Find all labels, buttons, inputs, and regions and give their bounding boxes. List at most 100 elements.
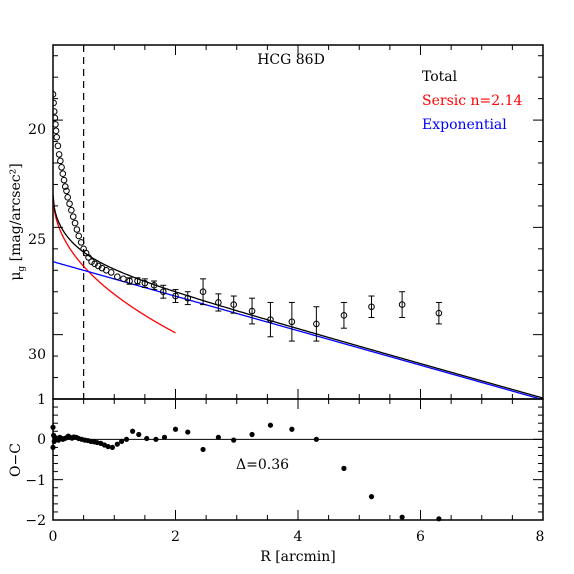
profile-data-point <box>150 281 158 289</box>
y-axis-label-subscript: g <box>17 266 27 272</box>
xtick-label-0: 0 <box>49 529 58 545</box>
ytick-label-25: 25 <box>28 232 46 248</box>
residual-data-point <box>130 428 136 434</box>
residual-data-point <box>231 437 237 443</box>
residual-data-point <box>368 494 375 500</box>
profile-data-point <box>73 226 81 233</box>
residual-data-point <box>109 444 116 450</box>
total-curve <box>53 194 543 399</box>
xtick-label-8: 8 <box>536 529 545 545</box>
profile-data-point <box>69 213 77 220</box>
residual-ticks <box>52 398 544 521</box>
profile-data-point <box>368 303 375 311</box>
ytick-label-20: 20 <box>28 122 46 138</box>
profile-ticks <box>52 45 544 400</box>
profile-data-point <box>53 108 58 115</box>
legend-entry-sersic: Sersic n=2.14 <box>422 93 523 109</box>
profile-data-point <box>57 157 64 165</box>
residual-data-point <box>249 431 255 438</box>
profile-data-point <box>71 219 79 227</box>
residual-data-point <box>215 434 221 440</box>
profile-data-point <box>172 292 179 300</box>
legend-entry-exponential: Exponential <box>422 117 507 133</box>
profile-data-point <box>340 312 348 319</box>
residual-data-point <box>172 426 179 432</box>
profile-panel: HCG 86D Total Sersic n=2.14 Exponential … <box>8 44 544 400</box>
profile-data-point <box>141 279 149 287</box>
profile-data-point <box>114 273 121 281</box>
profile-data-point <box>85 254 92 261</box>
profile-data-point <box>63 187 70 195</box>
profile-data-point <box>75 232 83 240</box>
profile-data-point <box>59 170 67 178</box>
profile-data-point <box>53 91 57 98</box>
xtick-label-6: 6 <box>416 529 425 545</box>
profile-data-point <box>199 288 207 296</box>
residual-data-point <box>153 436 159 442</box>
profile-data-point <box>77 239 85 246</box>
residual-plot-area <box>50 422 543 522</box>
svg-text:μg [mag/arcsec²]: μg [mag/arcsec²] <box>8 163 27 280</box>
profile-data-point <box>60 176 68 184</box>
residual-data-point <box>267 422 274 428</box>
profile-data-point <box>91 260 98 268</box>
residual-ytick-label-0: 0 <box>37 432 46 448</box>
legend-entry-total: Total <box>422 69 458 85</box>
residual-data-point <box>136 431 142 438</box>
profile-plot-area <box>53 45 543 399</box>
residual-annotation: Δ=0.36 <box>236 457 289 473</box>
residual-data-point <box>313 436 319 442</box>
y-axis-label-symbol: μ <box>8 272 24 281</box>
profile-data-point <box>95 262 102 270</box>
residual-data-point <box>399 514 405 520</box>
profile-data-point <box>126 277 133 285</box>
profile-data-point <box>55 151 63 158</box>
profile-data-point <box>68 206 75 214</box>
profile-data-point <box>184 294 192 302</box>
exponential-curve <box>53 261 543 399</box>
residual-data-point <box>144 435 150 442</box>
ytick-label-30: 30 <box>28 347 46 363</box>
profile-data-point <box>61 183 69 190</box>
residual-y-axis-label: O−C <box>8 443 24 477</box>
chart-title: HCG 86D <box>257 52 325 68</box>
profile-data-point <box>398 301 406 308</box>
sersic-curve <box>53 196 176 334</box>
residual-data-point <box>436 516 442 522</box>
profile-data-point <box>215 299 222 306</box>
residual-panel: Δ=0.36 1 0 −1 −2 0 2 4 6 8 R [arcmin] O−… <box>8 392 544 565</box>
y-axis-label: μg [mag/arcsec²] <box>8 163 27 280</box>
residual-data-point <box>185 429 191 435</box>
residual-ytick-label-minus1: −1 <box>25 473 46 489</box>
xtick-label-2: 2 <box>171 529 180 545</box>
residual-data-point <box>114 441 120 447</box>
residual-panel-frame <box>52 398 544 521</box>
y-axis-label-unit: [mag/arcsec²] <box>8 163 24 261</box>
profile-data-point <box>58 163 65 171</box>
residual-ytick-label-1: 1 <box>37 392 46 408</box>
residual-data-point <box>341 465 347 471</box>
xtick-label-4: 4 <box>294 529 303 545</box>
profile-data-point <box>159 288 167 296</box>
profile-data-point <box>435 309 443 317</box>
profile-data-point <box>248 307 256 315</box>
profile-data-point <box>107 269 115 276</box>
residual-data-point <box>123 436 130 442</box>
profile-data-point <box>267 316 274 323</box>
residual-data-point <box>105 443 111 450</box>
residual-data-point <box>119 438 125 444</box>
residual-data-point <box>200 446 206 453</box>
profile-data-point <box>64 194 71 201</box>
profile-data-point <box>66 200 73 208</box>
profile-data-point <box>53 133 60 141</box>
residual-ytick-label-minus2: −2 <box>25 513 46 529</box>
profile-data-point <box>53 121 59 128</box>
profile-data-point <box>313 320 320 328</box>
profile-data-point <box>53 127 60 135</box>
profile-data-point <box>230 301 237 308</box>
profile-data-point <box>134 277 141 285</box>
profile-data-point <box>120 275 127 283</box>
profile-data-point <box>53 114 59 122</box>
profile-data-point <box>53 99 57 107</box>
